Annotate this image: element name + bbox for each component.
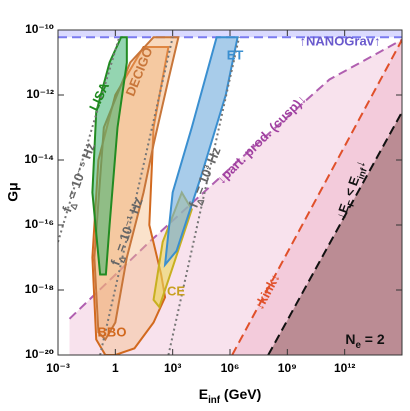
series-label: BBO xyxy=(98,324,127,339)
x-tick-label: 10³ xyxy=(164,361,181,375)
boundary-line xyxy=(267,111,402,355)
series-label: ↓EF < Einf↓ xyxy=(333,158,371,222)
annotation: Ne = 2 xyxy=(345,331,385,351)
line xyxy=(99,36,174,355)
series-label-part: f xyxy=(60,205,76,215)
boundary-line xyxy=(68,38,402,320)
series-label: ↑NANOGrav↑ xyxy=(300,33,381,48)
x-tick-label: 10⁹ xyxy=(278,361,297,375)
annotation-part: = 2 xyxy=(361,331,385,347)
region xyxy=(163,36,239,268)
annotation-part: e xyxy=(355,340,361,351)
y-tick-label: 10⁻¹² xyxy=(26,87,54,101)
series-label-part: ↓E xyxy=(333,202,352,222)
x-axis-label-part: inf xyxy=(208,395,221,406)
series-label-part: Δ xyxy=(195,197,207,207)
series-label-part: Δ xyxy=(69,201,81,211)
x-axis-label-part: (GeV) xyxy=(220,386,261,402)
plot-layer xyxy=(58,30,402,355)
y-tick-label: 10⁻¹⁴ xyxy=(24,152,54,166)
y-tick-label: 10⁻¹⁸ xyxy=(25,282,54,296)
x-tick-label: 10¹² xyxy=(334,361,355,375)
x-axis-label: Einf (GeV) xyxy=(199,386,262,406)
series-label-part: Δ xyxy=(117,254,129,264)
y-axis-label: Gμ xyxy=(5,182,21,201)
series-label-part: ↓ xyxy=(352,158,368,169)
boundary-line xyxy=(231,39,402,355)
series-label: ET xyxy=(227,47,244,62)
x-tick-label: 1 xyxy=(112,361,119,375)
x-tick-label: 10⁻³ xyxy=(46,361,70,375)
annotation-part: N xyxy=(345,331,355,347)
x-axis-label-part: E xyxy=(199,386,208,402)
line xyxy=(58,36,121,243)
y-tick-label: 10⁻²⁰ xyxy=(25,347,54,361)
y-tick-label: 10⁻¹⁰ xyxy=(25,22,54,36)
series-label-part: inf xyxy=(356,166,370,181)
series-label: CE xyxy=(167,283,185,298)
y-tick-label: 10⁻¹⁶ xyxy=(25,217,54,231)
series-label-part: f xyxy=(108,258,124,268)
series-label-part: F xyxy=(346,199,357,208)
region-fill xyxy=(268,111,402,355)
x-tick-label: 10⁶ xyxy=(221,361,240,375)
line xyxy=(167,36,241,355)
series-label-part: f xyxy=(186,200,202,210)
